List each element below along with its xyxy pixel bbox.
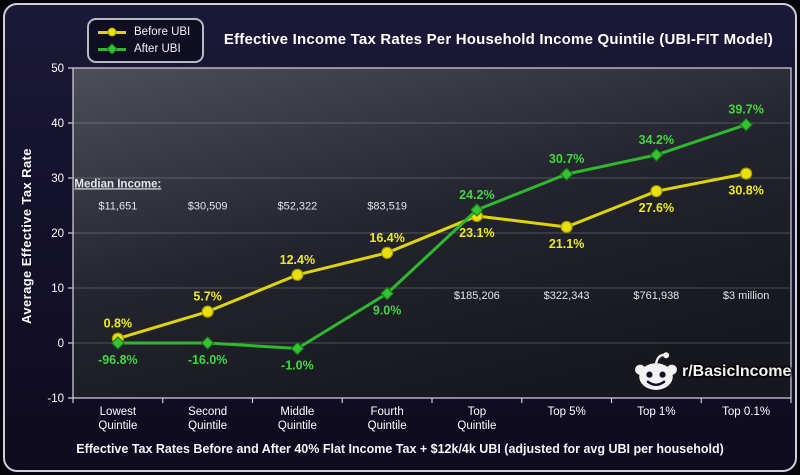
- y-tick-label: 10: [51, 283, 64, 295]
- y-tick-label: 0: [58, 338, 64, 350]
- diamond-marker-icon: [106, 43, 118, 55]
- watermark-label: r/BasicIncome: [682, 363, 792, 380]
- data-point-label-after-ubi: -16.0%: [188, 353, 228, 367]
- data-point-before-ubi: [560, 220, 573, 234]
- chart-frame: -10 0 10 20 30 40 50 Lowest Quintile Second Quinti…: [3, 3, 797, 472]
- data-point-after-ubi: [111, 336, 125, 350]
- data-point-label-before-ubi: 23.1%: [459, 226, 494, 240]
- data-point-after-ubi: [649, 148, 664, 162]
- data-point-label-before-ubi: 12.4%: [280, 253, 315, 267]
- data-point-label-before-ubi: 21.1%: [549, 237, 584, 251]
- series-line-before-ubi: [116, 172, 748, 341]
- x-category-label: Top 5%: [547, 406, 585, 418]
- median-income-value: $11,651: [98, 200, 137, 212]
- data-point-label-after-ubi: 39.7%: [728, 103, 763, 117]
- data-point-before-ubi: [381, 246, 394, 259]
- legend-label: Before UBI: [134, 26, 191, 38]
- data-point-label-before-ubi: 5.7%: [193, 290, 222, 304]
- reddit-snoo-icon: [635, 352, 677, 390]
- data-point-label-before-ubi: 27.6%: [639, 201, 674, 215]
- data-point-label-after-ubi: 24.2%: [459, 188, 494, 202]
- y-tick-label: 30: [51, 173, 64, 185]
- y-tick-label: 40: [51, 118, 64, 130]
- data-point-after-ubi: [470, 203, 484, 217]
- median-income-value: $322,343: [544, 290, 590, 302]
- plot-border: [72, 67, 792, 399]
- x-category-label: Top 0.1%: [722, 406, 770, 418]
- data-point-label-before-ubi: 16.4%: [369, 231, 404, 245]
- chart-legend: Before UBI After UBI: [87, 18, 205, 63]
- data-point-label-after-ubi: -96.8%: [98, 353, 138, 367]
- y-tick-label: 50: [51, 63, 64, 75]
- y-tick-label: 20: [51, 228, 64, 240]
- after-ubi-line-swatch: [98, 43, 126, 55]
- before-ubi-line-swatch: [98, 27, 126, 37]
- legend-label: After UBI: [134, 43, 181, 55]
- data-point-label-after-ubi: 9.0%: [373, 304, 402, 318]
- chart-title: Effective Income Tax Rates Per Household…: [223, 31, 774, 48]
- subreddit-watermark: r/BasicIncome: [633, 349, 791, 395]
- x-category-label: Lowest Quintile: [98, 406, 137, 432]
- data-point-after-ubi: [739, 117, 753, 132]
- data-point-label-after-ubi: 30.7%: [549, 152, 584, 166]
- x-category-label: Fourth Quintile: [368, 406, 407, 432]
- median-income-value: $3 million: [723, 290, 769, 302]
- y-tick-label: -10: [47, 393, 64, 405]
- median-income-value: $83,519: [367, 200, 407, 212]
- median-income-header: Median Income:: [74, 178, 161, 190]
- data-point-before-ubi: [201, 305, 214, 318]
- legend-item-before-ubi: Before UBI: [98, 26, 190, 38]
- data-point-before-ubi: [740, 167, 753, 180]
- y-axis-title: Average Effective Tax Rate: [19, 148, 34, 324]
- median-income-value: $185,206: [454, 290, 500, 302]
- x-category-label: Top Quintile: [457, 406, 496, 432]
- x-category-label: Top 1%: [637, 406, 675, 418]
- data-point-label-after-ubi: 34.2%: [639, 133, 674, 147]
- data-point-label-before-ubi: 30.8%: [728, 184, 763, 198]
- median-income-value: $761,938: [633, 290, 679, 302]
- data-point-before-ubi: [291, 268, 304, 281]
- data-point-after-ubi: [380, 286, 394, 301]
- chart-caption: Effective Tax Rates Before and After 40%…: [76, 442, 724, 456]
- median-income-value: $30,509: [188, 200, 228, 212]
- series-line-after-ubi: [116, 123, 748, 350]
- data-point-after-ubi: [200, 336, 215, 350]
- data-point-after-ubi: [290, 341, 305, 356]
- data-point-after-ubi: [559, 167, 574, 181]
- x-category-label: Second Quintile: [188, 406, 227, 432]
- data-point-label-before-ubi: 0.8%: [104, 317, 133, 331]
- median-income-value: $52,322: [277, 200, 317, 212]
- legend-item-after-ubi: After UBI: [98, 43, 190, 55]
- data-point-before-ubi: [650, 185, 663, 198]
- x-category-label: Middle Quintile: [278, 406, 317, 432]
- data-point-label-after-ubi: -1.0%: [281, 359, 314, 373]
- circle-marker-icon: [107, 27, 117, 37]
- chart-canvas: -10 0 10 20 30 40 50 Lowest Quintile Second Quinti…: [47, 63, 792, 432]
